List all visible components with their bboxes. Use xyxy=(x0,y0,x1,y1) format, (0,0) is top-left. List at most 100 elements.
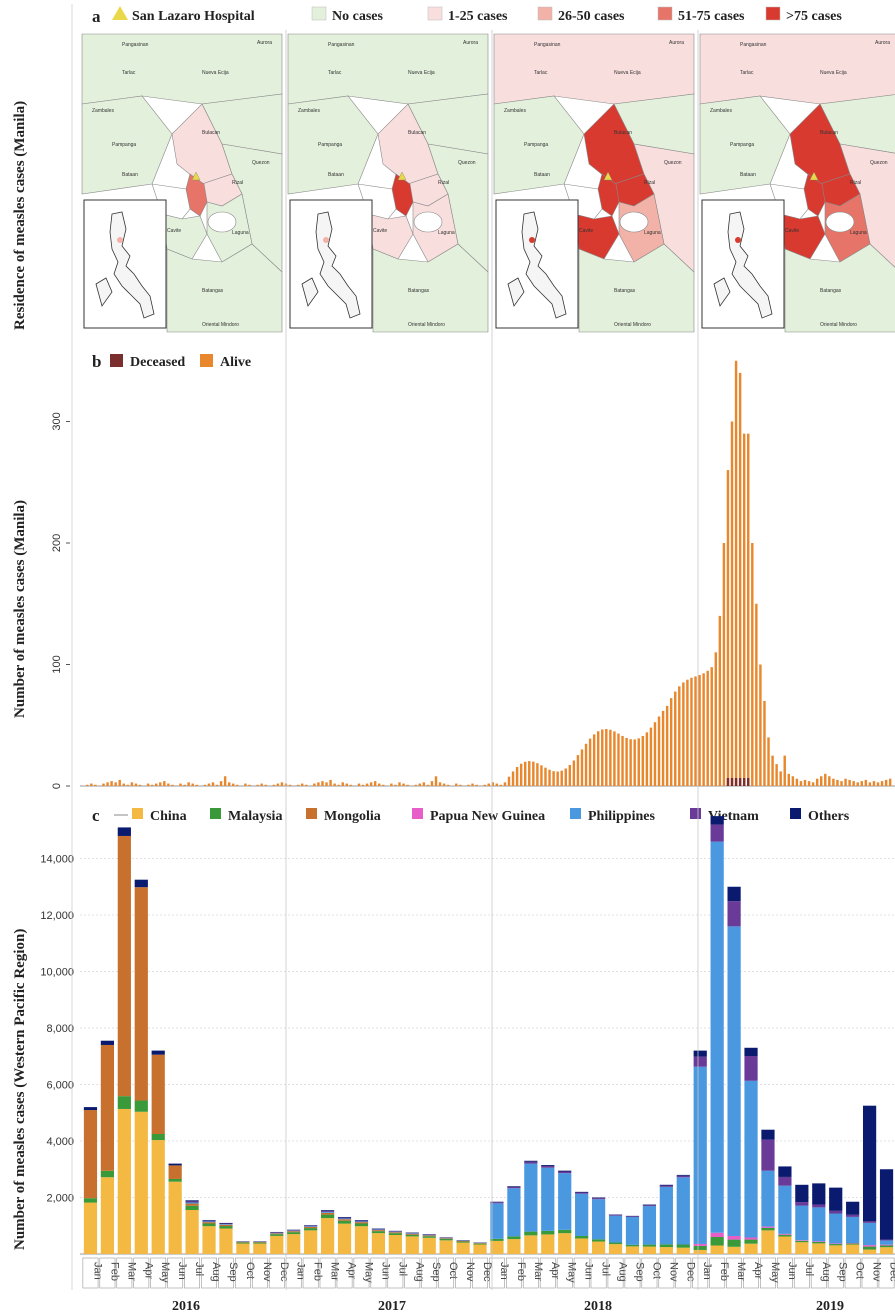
map-label-bulacan: Bulacan xyxy=(614,130,632,136)
map-label-bataan: Bataan xyxy=(122,172,138,178)
panel-c-bar-others xyxy=(693,1050,707,1057)
panel-b-bar xyxy=(507,776,511,786)
panel-b-bar xyxy=(300,783,304,786)
map-label-pampanga: Pampanga xyxy=(318,142,342,148)
panel-b-bar xyxy=(722,543,726,786)
panel-c-bar-philippines xyxy=(727,926,741,1236)
panel-b-bar xyxy=(503,782,507,786)
panel-c-bar-philippines xyxy=(642,1206,657,1245)
panel-c-year-2018: 2018 xyxy=(584,1299,612,1314)
panel-b-bar xyxy=(422,782,426,786)
panel-c-bar-vietnam xyxy=(879,1239,894,1241)
panel-c-bar-malaysia xyxy=(456,1241,470,1243)
panel-c-bar-malaysia xyxy=(83,1198,98,1203)
panel-c-month-label: Jan xyxy=(295,1262,307,1280)
panel-c-bar-china xyxy=(676,1247,690,1254)
panel-b-bar xyxy=(779,771,782,786)
panel-c-bar-china xyxy=(812,1243,826,1254)
map-3: Pangasinan Tarlac Nueva Ecija Aurora Zambale… xyxy=(493,33,695,333)
panel-b-bar xyxy=(592,734,596,786)
panel-b-bar xyxy=(621,735,624,786)
panel-b-bar xyxy=(532,761,535,786)
panel-b-bar xyxy=(418,783,421,786)
panel-c-ytick-12-000: 12,000 xyxy=(40,910,74,922)
panel-c-bar-philippines xyxy=(862,1222,877,1246)
panel-c-bar-others xyxy=(202,1220,216,1221)
panel-b-bar xyxy=(260,783,263,786)
panel-b-bar xyxy=(694,676,697,786)
panel-c-bar-china xyxy=(422,1237,436,1254)
panel-c-bar-malaysia xyxy=(439,1238,453,1241)
panel-b-bar xyxy=(706,670,709,786)
panel-c-bar-mongolia xyxy=(320,1212,335,1215)
panel-c-ytick-6-000: 6,000 xyxy=(46,1080,74,1092)
panel-b-bar xyxy=(661,710,665,786)
panel-c-bar-china xyxy=(83,1202,98,1254)
panel-c-bar-papua-new-guinea xyxy=(693,1243,707,1246)
panel-b-bar xyxy=(540,765,543,786)
map-label-tarlac: Tarlac xyxy=(328,70,342,76)
panel-c-bar-vietnam xyxy=(219,1223,233,1225)
panel-c-bar-mongolia xyxy=(287,1231,301,1233)
panel-c-bar-others xyxy=(727,886,741,902)
panel-c-bar-others xyxy=(490,1201,504,1203)
panel-c-bar-malaysia xyxy=(287,1232,301,1235)
panel-c-bar-others xyxy=(744,1047,758,1057)
map-label-nueva-ecija: Nueva Ecija xyxy=(820,70,847,76)
panel-b-bar xyxy=(373,781,377,786)
panel-b-bar xyxy=(215,784,219,786)
panel-c-bar-malaysia xyxy=(185,1205,199,1210)
panel-c-month-label: Feb xyxy=(718,1262,730,1281)
panel-c-bar-vietnam xyxy=(354,1220,369,1222)
panel-b-bar xyxy=(840,781,843,786)
map-label-oriental-mindoro: Oriental Mindoro xyxy=(202,322,239,328)
panel-b-bar xyxy=(102,783,105,786)
panel-b-bar-deceased xyxy=(734,778,738,786)
map-label-tarlac: Tarlac xyxy=(122,70,136,76)
panel-b-bar xyxy=(195,784,198,786)
panel-c-bar-others xyxy=(100,1040,115,1045)
panel-b-bar xyxy=(718,615,722,786)
panel-b-bar xyxy=(799,781,803,786)
panel-c-bar-china xyxy=(168,1181,182,1254)
panel-c-bar-philippines xyxy=(676,1177,690,1245)
panel-b-bar xyxy=(159,782,162,786)
panel-b-bar xyxy=(811,782,815,786)
panel-c-bar-malaysia xyxy=(524,1231,538,1236)
panel-b-bar xyxy=(203,784,207,786)
panel-b-bar xyxy=(227,782,231,786)
inset-map-2 xyxy=(289,199,373,329)
panel-b-bar xyxy=(398,782,401,786)
legend-swatch-others xyxy=(790,808,801,819)
panel-c-month-label: Dec xyxy=(481,1262,493,1282)
panel-c-bar-china xyxy=(591,1241,606,1254)
panel-c-bar-china xyxy=(558,1233,572,1254)
panel-b-bar xyxy=(609,729,612,786)
panel-c-bar-others xyxy=(575,1191,589,1193)
panel-b-bar xyxy=(710,667,713,786)
panel-c-bar-malaysia xyxy=(676,1244,690,1248)
panel-b-bar xyxy=(588,738,592,786)
map-label-bataan: Bataan xyxy=(740,172,756,178)
panel-c-bar-others xyxy=(320,1210,335,1212)
panel-c-bar-others xyxy=(371,1228,386,1230)
panel-c-bar-china xyxy=(659,1247,673,1254)
panel-c-bar-mongolia xyxy=(151,1054,165,1134)
hospital-marker-2 xyxy=(397,171,407,181)
panel-c-bar-others xyxy=(659,1184,673,1186)
panel-c-bar-mongolia xyxy=(456,1240,470,1242)
panel-c-bar-vietnam xyxy=(371,1229,386,1230)
panel-c-bar-vietnam xyxy=(727,901,741,927)
panel-c-bar-philippines xyxy=(795,1205,809,1241)
panel-c-bar-papua-new-guinea xyxy=(710,1232,724,1237)
panel-b-bar xyxy=(763,700,766,786)
panel-b-bar xyxy=(483,784,486,786)
panel-c-month-label: Oct xyxy=(244,1262,256,1279)
panel-c-bar-others xyxy=(117,827,131,836)
panel-b-bar xyxy=(820,776,823,786)
panel-c-month-label: Oct xyxy=(447,1262,459,1279)
panel-b-bar xyxy=(678,686,681,786)
panel-b-bar xyxy=(767,737,770,786)
panel-b-bar xyxy=(264,784,267,786)
panel-b-ytick-100: 100 xyxy=(51,655,63,673)
